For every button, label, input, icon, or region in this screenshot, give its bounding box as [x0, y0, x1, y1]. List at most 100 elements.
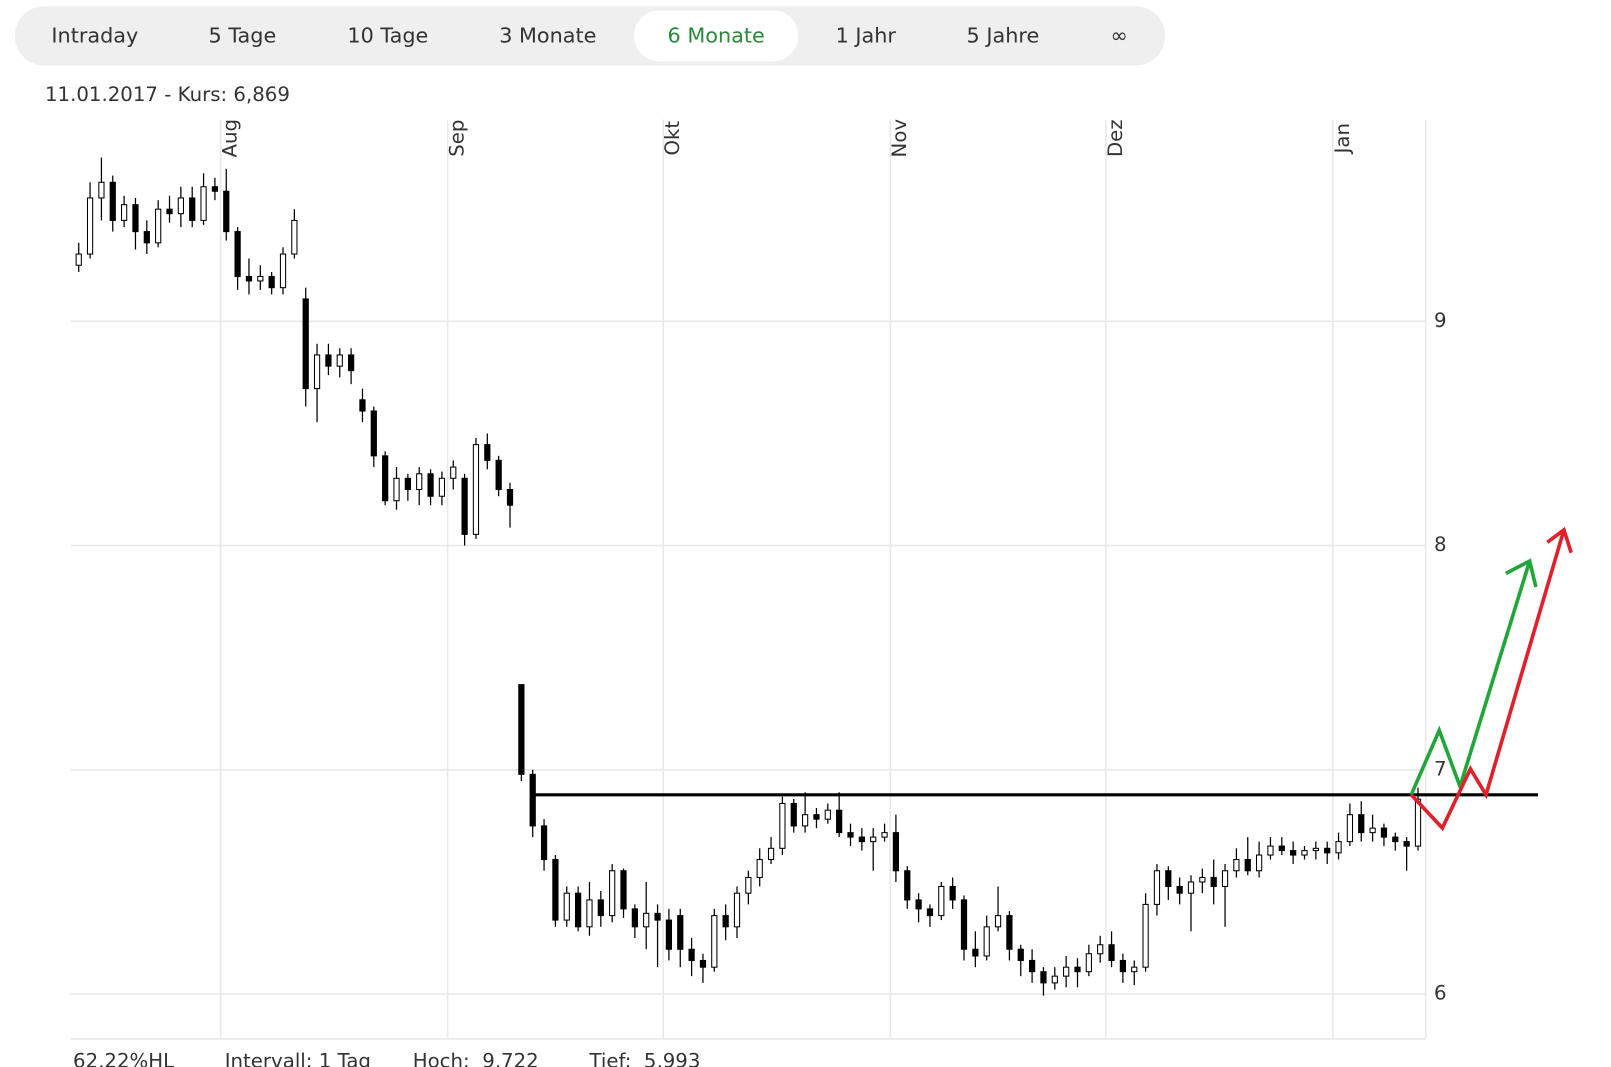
candle-body [416, 473, 423, 491]
candle-body [733, 892, 741, 928]
tab[interactable]: 5 Tage [209, 23, 277, 47]
y-tick-label: 6 [1434, 982, 1447, 1005]
candle-body [994, 915, 1002, 928]
candle-body [1051, 975, 1058, 984]
candle-body [291, 219, 298, 255]
candle-body [438, 477, 446, 497]
candle-body [767, 847, 775, 861]
candle-body [620, 870, 627, 910]
candle-body [132, 204, 139, 233]
candle-body [1040, 971, 1047, 984]
active-tab-bg [634, 10, 799, 62]
candle-body [779, 802, 786, 849]
red-arrow [1409, 526, 1573, 832]
plot: 6 7 8 9 Aug Sep Okt Nov Dez Jan [70, 119, 1447, 1040]
candle-body [552, 859, 559, 921]
candle-body [1085, 953, 1092, 973]
tab-bar [14, 6, 1165, 66]
candle-body [1119, 959, 1127, 973]
candle-body [506, 488, 514, 506]
y-tick-label: 7 [1434, 757, 1447, 780]
candle-body [223, 190, 230, 233]
candle-body [472, 444, 480, 535]
candle-body [1312, 847, 1319, 852]
tab[interactable]: 6 Monate [668, 23, 765, 47]
candle-body [75, 253, 82, 266]
candle-body [245, 275, 253, 282]
candle-body [1414, 798, 1422, 847]
candle-body [1108, 944, 1115, 961]
candle-body [1255, 854, 1263, 872]
candle-body [1346, 814, 1354, 843]
candle-body [1210, 876, 1217, 887]
candle-body [926, 908, 934, 917]
tab[interactable]: 10 Tage [347, 23, 428, 47]
candle-body [484, 444, 491, 461]
tab[interactable]: ∞ [1111, 23, 1128, 47]
candle-body [1369, 827, 1376, 834]
candle-body [404, 477, 411, 491]
candle-body [109, 181, 116, 221]
candle-body [756, 859, 763, 879]
candle-body [722, 915, 729, 928]
candle-body [495, 459, 502, 491]
candle-body [313, 354, 321, 390]
candle-body [1199, 876, 1206, 883]
candle-body [155, 208, 162, 244]
candle-body [847, 832, 854, 838]
footer-info: 62,22%HL [73, 1049, 174, 1067]
candle-body [1028, 959, 1036, 973]
candle-body [677, 915, 684, 950]
footer-info: Tief: 5,993 [588, 1049, 700, 1067]
candle-body [1097, 944, 1104, 955]
candle-body [1244, 859, 1251, 872]
candle-body [1380, 827, 1388, 838]
candle-body [211, 186, 219, 192]
candle-body [881, 832, 888, 838]
candle-body [960, 899, 968, 950]
candle-body [938, 885, 945, 917]
candle-body [1233, 859, 1240, 872]
candle-body [1267, 845, 1274, 856]
tab[interactable]: Intraday [51, 23, 138, 47]
candle-body [813, 814, 820, 820]
candle-body [370, 410, 377, 457]
green-arrow [1409, 558, 1538, 796]
candle-body [1142, 903, 1149, 968]
x-tick-label: Nov [888, 119, 911, 158]
candle-body [98, 181, 105, 199]
candle-body [597, 899, 604, 917]
candle-body [347, 354, 355, 372]
candle-body [166, 208, 173, 215]
candle-body [711, 915, 718, 968]
candle-body [189, 197, 196, 221]
candle-body [1290, 850, 1297, 856]
candle-body [915, 899, 922, 910]
candle-body [1324, 847, 1331, 854]
footer: 62,22%HL Intervall: 1 Tag Hoch: 9,722 Tief:… [73, 1049, 700, 1067]
candle-body [1165, 870, 1172, 887]
candle-body [699, 959, 707, 968]
candle-body [858, 836, 865, 843]
candle-body [1335, 841, 1342, 854]
x-tick-label: Sep [445, 120, 468, 157]
candle-body [302, 298, 309, 390]
candle-body [200, 186, 207, 221]
candle-body [688, 948, 695, 961]
x-tick-label: Jan [1331, 123, 1354, 155]
candle-body [540, 825, 548, 861]
candle-body [1301, 850, 1308, 856]
candle-body [801, 814, 809, 827]
header-info: 11.01.2017 - Kurs: 6,869 [45, 83, 290, 106]
tab[interactable]: 5 Jahre [967, 23, 1040, 47]
candle-body [86, 197, 94, 255]
candle-body [574, 892, 582, 928]
tab[interactable]: 1 Jahr [836, 23, 897, 47]
tab[interactable]: 3 Monate [499, 23, 596, 47]
candle-body [1392, 836, 1399, 843]
candle-body [1221, 870, 1229, 887]
candle-body [643, 912, 650, 928]
footer-info: Hoch: 9,722 [413, 1049, 539, 1067]
x-tick-label: Okt [661, 121, 684, 156]
candle-body [257, 275, 264, 282]
